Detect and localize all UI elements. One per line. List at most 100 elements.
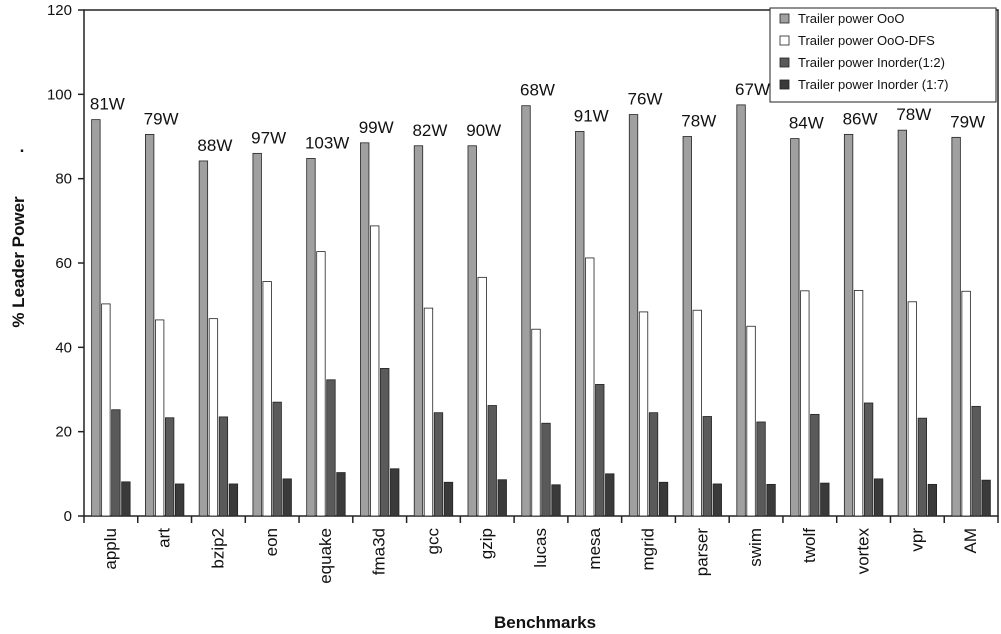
power-annotation: 78W — [896, 105, 931, 124]
power-annotation: 76W — [628, 90, 663, 109]
bar — [658, 481, 669, 517]
y-axis: 0 20 40 60 80 100 120 — [47, 2, 84, 525]
bar — [390, 468, 400, 517]
bar — [746, 325, 756, 517]
bar — [326, 379, 336, 517]
bar — [272, 401, 282, 517]
bar — [467, 145, 477, 517]
bar — [863, 402, 874, 517]
y-tick-label: 100 — [47, 86, 72, 103]
category-label: vpr — [907, 528, 926, 552]
bar — [682, 136, 692, 517]
bar — [282, 478, 292, 517]
bar — [907, 301, 918, 517]
data-labels: 81W 79W 88W 97W 103W 99W 82W 90W 68W 91W 76W 78W 67W… — [90, 80, 985, 155]
bar — [551, 484, 561, 517]
bar — [712, 483, 722, 517]
bar — [541, 422, 551, 517]
bar — [497, 479, 507, 517]
bar — [820, 482, 830, 517]
bar — [575, 131, 585, 517]
bar — [810, 413, 820, 517]
bar — [101, 303, 111, 517]
bar — [144, 133, 155, 517]
legend-swatch — [779, 13, 790, 24]
category-label: art — [155, 528, 174, 548]
legend-box — [769, 7, 997, 103]
power-annotation: 90W — [466, 121, 501, 140]
bar — [487, 405, 497, 517]
x-axis: applu art bzip2 eon equake fma3d gcc gzip lucas m… — [83, 516, 999, 584]
bar — [174, 483, 185, 517]
bar — [648, 412, 659, 517]
bar — [897, 129, 908, 517]
category-label: fma3d — [370, 528, 389, 575]
bar — [800, 290, 810, 517]
y-tick-label: 20 — [55, 424, 72, 441]
bar — [198, 160, 209, 517]
bar — [927, 483, 938, 517]
bar — [218, 416, 229, 517]
bar — [843, 133, 854, 517]
bar — [951, 136, 961, 517]
bar — [628, 114, 639, 517]
bar — [756, 421, 766, 517]
y-axis-title: % Leader Power — [9, 196, 28, 328]
legend-swatch — [779, 79, 790, 90]
bars — [91, 104, 991, 517]
bar — [91, 119, 101, 517]
legend: Trailer power OoO Trailer power OoO-DFS Tr… — [769, 7, 997, 103]
bar — [380, 368, 390, 517]
legend-swatch — [779, 57, 790, 68]
power-annotation: 82W — [412, 121, 447, 140]
bar — [585, 257, 595, 517]
power-annotation: 81W — [90, 95, 125, 114]
bar — [595, 384, 605, 517]
power-annotation: 79W — [144, 109, 179, 128]
bar — [702, 416, 712, 517]
power-annotation: 86W — [843, 109, 878, 128]
power-annotation: 79W — [950, 112, 985, 131]
bar — [111, 409, 121, 517]
power-annotation: 88W — [197, 136, 232, 155]
bar — [981, 479, 991, 517]
bar — [336, 472, 346, 517]
bar — [736, 104, 746, 517]
legend-label: Trailer power Inorder(1:2) — [798, 55, 945, 70]
y-tick-label: 80 — [55, 171, 72, 188]
category-label: applu — [101, 528, 120, 570]
bar — [413, 145, 424, 517]
category-label: AM — [961, 528, 980, 554]
bar — [423, 307, 434, 517]
legend-label: Trailer power Inorder (1:7) — [798, 77, 949, 92]
bar — [208, 318, 219, 517]
power-annotation: 84W — [789, 114, 824, 133]
power-annotation: 103W — [305, 133, 349, 152]
bar — [790, 138, 800, 517]
power-annotation: 68W — [520, 81, 555, 100]
power-annotation: 97W — [251, 128, 286, 147]
power-annotation: 67W — [735, 80, 770, 99]
bar — [262, 281, 272, 517]
category-label: parser — [692, 528, 711, 577]
category-label: mgrid — [639, 528, 658, 571]
bar — [252, 152, 262, 517]
bar — [433, 412, 444, 517]
legend-swatch — [779, 35, 790, 46]
bar — [873, 478, 884, 517]
bar — [154, 319, 165, 517]
y-tick-label: 0 — [64, 508, 72, 525]
bar — [605, 473, 615, 517]
category-label: swim — [746, 528, 765, 567]
category-label: vortex — [854, 528, 873, 575]
bar — [443, 481, 454, 517]
power-annotation: 78W — [681, 112, 716, 131]
bar — [316, 251, 326, 517]
x-axis-title: Benchmarks — [494, 613, 596, 632]
category-label: lucas — [531, 528, 550, 568]
bar — [766, 483, 776, 517]
bar — [531, 328, 541, 517]
bar — [521, 105, 531, 517]
bar — [360, 142, 370, 517]
